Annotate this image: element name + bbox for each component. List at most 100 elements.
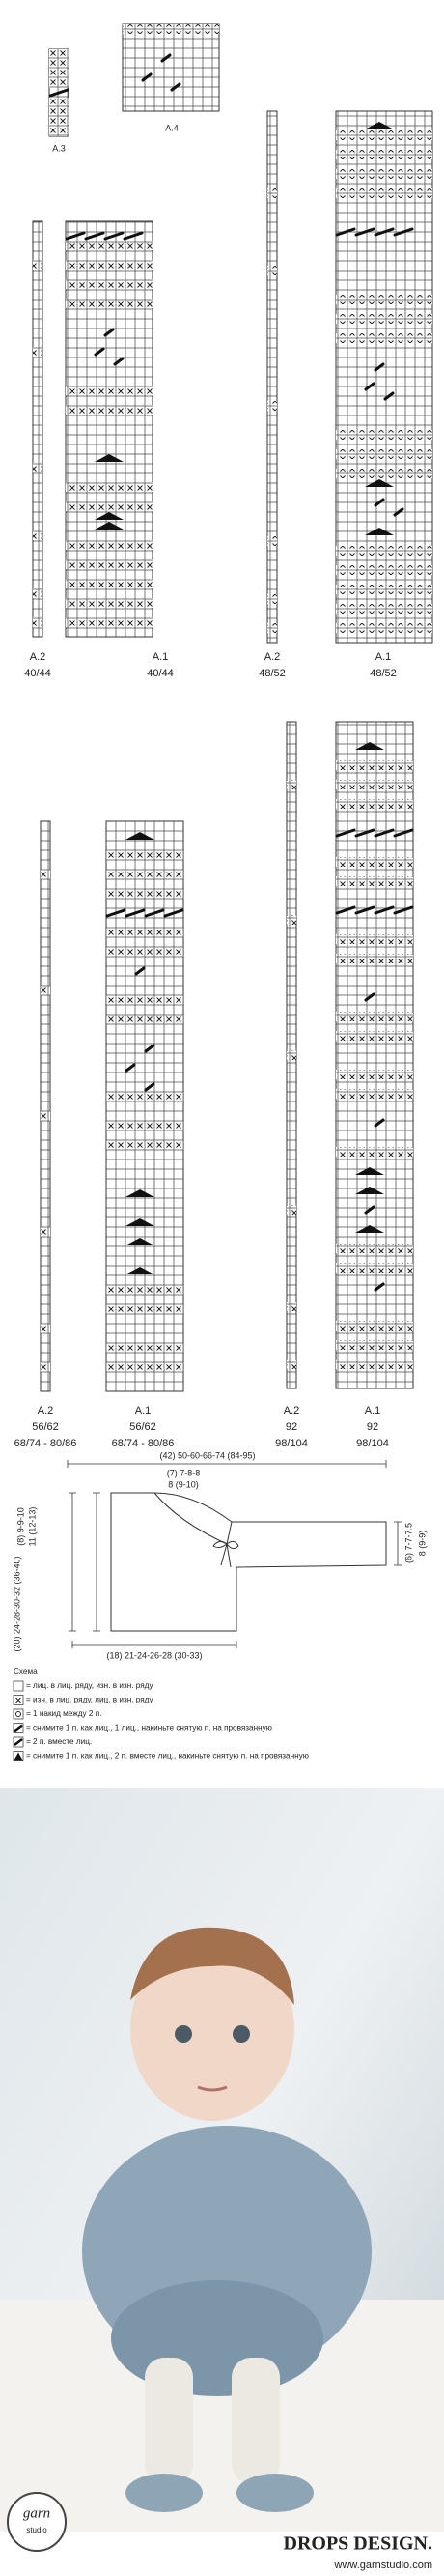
size-label: 92 (367, 1421, 378, 1433)
decrease-symbol (354, 905, 375, 915)
decrease-symbol (383, 391, 395, 401)
legend-symbol-mark (14, 1738, 23, 1746)
purl-row (106, 1015, 183, 1024)
purl-row (106, 1285, 183, 1295)
purl-row (41, 1362, 50, 1372)
size-label: 56/62 (129, 1421, 156, 1433)
purl-row (336, 314, 432, 324)
purl-row (336, 799, 413, 809)
purl-row (33, 463, 42, 472)
decrease-symbol (374, 362, 385, 372)
purl-row (336, 1244, 413, 1253)
legend-symbol-mark (14, 1724, 23, 1732)
purl-row (336, 1089, 413, 1099)
purl-row (66, 241, 153, 250)
double-decrease-symbol (355, 1225, 384, 1233)
purl-row (49, 117, 69, 127)
legend-text: = 1 накид между 2 п. (26, 1709, 101, 1718)
measure-label: (18) 21-24-26-28 (30-33) (106, 1650, 202, 1660)
purl-row (336, 469, 432, 478)
chart-grid (32, 220, 43, 638)
purl-row (106, 1304, 183, 1314)
measure-label: 8 (9-9) (417, 1531, 427, 1557)
purl-row (33, 588, 42, 598)
double-decrease-symbol (125, 832, 154, 840)
purl-row (336, 876, 413, 886)
purl-row (336, 780, 413, 789)
legend-symbol-mark (15, 1711, 21, 1717)
purl-row (106, 947, 183, 957)
measure-label: 11 (12-13) (27, 1507, 37, 1547)
purl-row (267, 594, 277, 604)
purl-row (66, 386, 153, 395)
purl-row (106, 1343, 183, 1353)
chart-label: A.2 (38, 1405, 54, 1417)
purl-row (336, 169, 432, 179)
decrease-symbol (364, 382, 375, 391)
purl-row (336, 760, 413, 770)
purl-row (336, 1012, 413, 1021)
size-label: 40/44 (24, 668, 51, 679)
legend-title: Схема (14, 1667, 38, 1675)
size-label: 40/44 (147, 668, 174, 679)
purl-row (49, 69, 69, 78)
purl-row (336, 857, 413, 867)
decrease-symbol (123, 231, 144, 241)
decrease-symbol (393, 905, 414, 915)
decrease-symbol (84, 231, 105, 241)
chart-label: A.2 (284, 1405, 300, 1417)
purl-row (287, 1360, 296, 1369)
purl-row (66, 482, 153, 492)
double-decrease-symbol (365, 479, 394, 487)
logo-text: studio (26, 2526, 47, 2534)
purl-row (106, 850, 183, 860)
purl-row (66, 579, 153, 588)
double-decrease-symbol (95, 454, 124, 462)
purl-row (49, 78, 69, 88)
measure-label: (20) 24-28-30-32 (36-40) (12, 1556, 21, 1651)
double-decrease-symbol (125, 1218, 154, 1226)
decrease-symbol (374, 227, 395, 237)
legend-symbol (13, 1680, 24, 1692)
purl-row (33, 347, 42, 357)
measure-label: (6) 7-7-7.5 (403, 1523, 413, 1563)
chart-label: A.2 (30, 651, 46, 663)
decrease-symbol (364, 992, 375, 1002)
decrease-symbol (354, 227, 375, 237)
double-decrease-symbol (125, 1267, 154, 1274)
size-label: 68/74 - 80/86 (14, 1438, 77, 1449)
measure-label: 8 (9-10) (168, 1479, 199, 1489)
decrease-symbol (364, 1205, 375, 1215)
purl-row (66, 559, 153, 569)
purl-row (106, 1362, 183, 1372)
decrease-symbol (335, 227, 356, 237)
chart-label: A.1 (365, 1405, 381, 1417)
legend-text: = снимите 1 п. как лиц., 1 лиц., накиньт… (26, 1724, 272, 1732)
purl-row (336, 585, 432, 594)
purl-row (123, 24, 219, 34)
decrease-symbol (144, 1082, 155, 1092)
logo (7, 2492, 67, 2552)
double-decrease-symbol (355, 1187, 384, 1194)
chart-grid (266, 110, 278, 644)
decrease-symbol (374, 1282, 385, 1292)
size-label: 98/104 (356, 1438, 389, 1449)
purl-row (106, 1121, 183, 1131)
purl-row (106, 1092, 183, 1102)
footer (0, 2532, 444, 2576)
decrease-symbol (144, 908, 165, 918)
double-decrease-symbol (95, 522, 124, 530)
purl-row (49, 127, 69, 136)
size-label: 92 (286, 1421, 297, 1433)
chart-label: A.1 (135, 1405, 152, 1417)
size-label: 48/52 (370, 668, 397, 679)
decrease-symbol (393, 227, 414, 237)
purl-row (267, 623, 277, 633)
purl-row (49, 98, 69, 107)
purl-row (336, 954, 413, 963)
purl-row (336, 1321, 413, 1331)
purl-row (267, 536, 277, 546)
purl-row (267, 188, 277, 198)
purl-row (336, 934, 413, 944)
purl-row (66, 540, 153, 550)
